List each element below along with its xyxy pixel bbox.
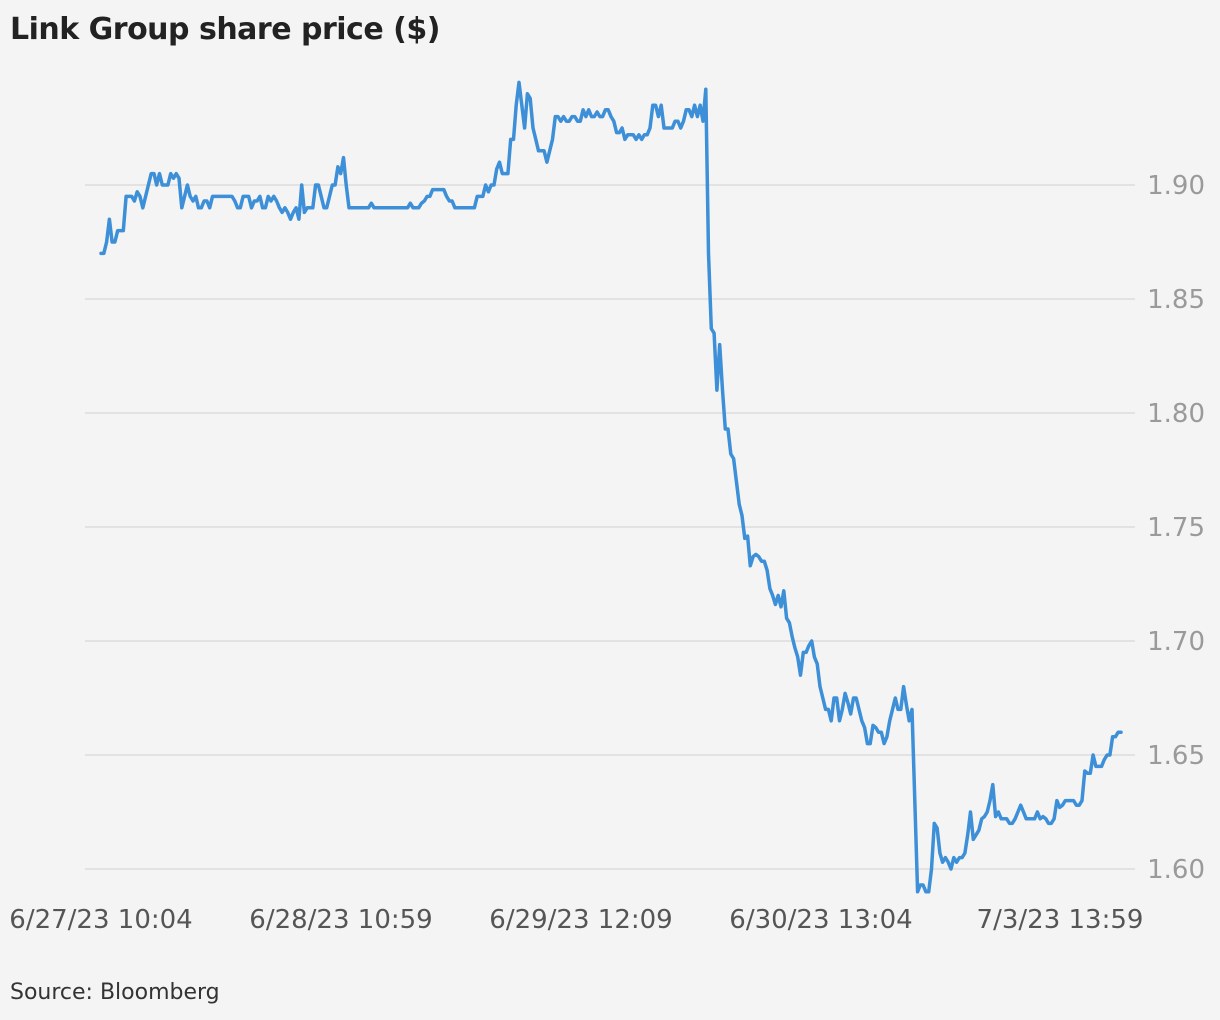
chart-title: Link Group share price ($) bbox=[10, 12, 440, 47]
y-tick-label: 1.85 bbox=[1147, 285, 1205, 315]
y-tick-label: 1.80 bbox=[1147, 399, 1205, 429]
share-price-line bbox=[99, 80, 1123, 894]
x-tick-label: 6/28/23 10:59 bbox=[249, 905, 432, 935]
x-tick-label: 6/30/23 13:04 bbox=[729, 905, 912, 935]
x-tick-label: 6/27/23 10:04 bbox=[9, 905, 192, 935]
x-axis-ticks: 6/27/23 10:04 6/28/23 10:59 6/29/23 12:09 6… bbox=[9, 905, 1143, 935]
x-tick-label: 6/29/23 12:09 bbox=[489, 905, 672, 935]
y-tick-label: 1.65 bbox=[1147, 741, 1205, 771]
y-tick-label: 1.70 bbox=[1147, 627, 1205, 657]
y-tick-label: 1.90 bbox=[1147, 171, 1205, 201]
line-chart: 1.60 1.65 1.70 1.75 1.80 1.85 1.90 6/27/23 10:… bbox=[9, 80, 1205, 935]
y-axis-ticks: 1.60 1.65 1.70 1.75 1.80 1.85 1.90 bbox=[1147, 171, 1205, 885]
y-tick-label: 1.75 bbox=[1147, 513, 1205, 543]
series-group bbox=[99, 80, 1123, 894]
source-note: Source: Bloomberg bbox=[10, 980, 220, 1005]
y-tick-label: 1.60 bbox=[1147, 855, 1205, 885]
gridlines bbox=[85, 184, 1135, 870]
x-tick-label: 7/3/23 13:59 bbox=[977, 905, 1144, 935]
